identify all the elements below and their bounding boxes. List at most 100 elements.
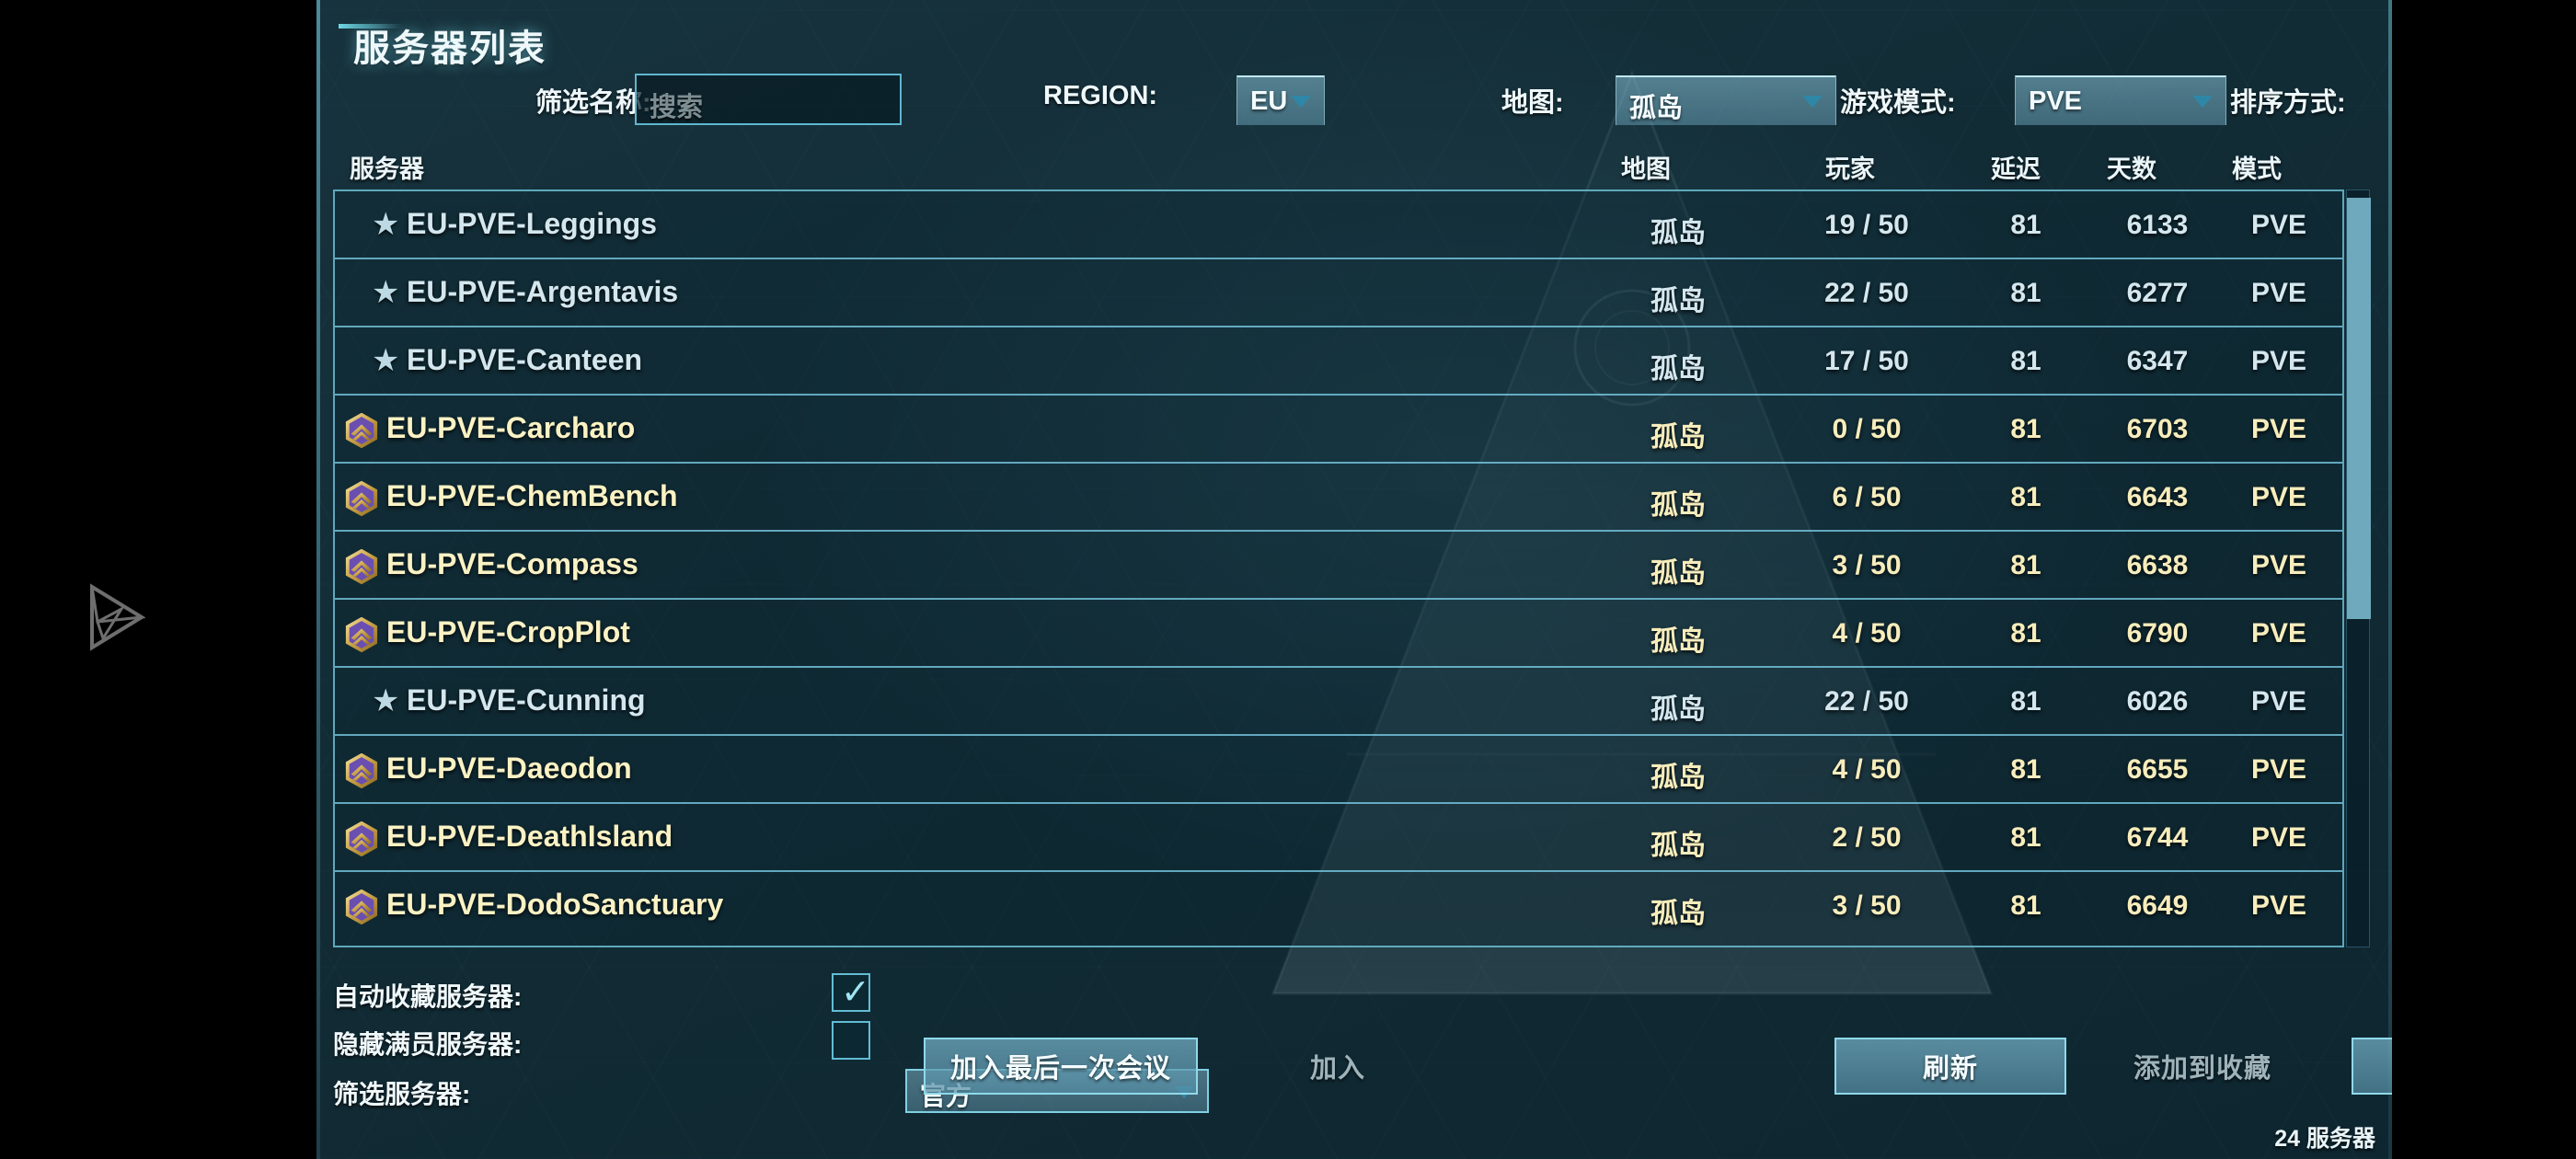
search-placeholder: 搜索: [650, 93, 704, 122]
server-ping: 81: [2010, 278, 2041, 308]
header-mode[interactable]: 模式: [2232, 155, 2282, 183]
header-ping[interactable]: 延迟: [1991, 155, 2041, 183]
map-value: 孤岛: [1629, 94, 1684, 123]
server-days: 6638: [2126, 550, 2189, 580]
server-map: 孤岛: [1650, 899, 1706, 929]
server-mode: PVE: [2250, 550, 2307, 580]
cancel-button[interactable]: 取消: [2352, 1038, 2392, 1095]
refresh-button[interactable]: 刷新: [1834, 1038, 2066, 1095]
server-map: 孤岛: [1650, 490, 1706, 521]
server-count: 24 服务器: [2274, 1126, 2375, 1152]
server-players: 22 / 50: [1824, 278, 1909, 308]
server-map: 孤岛: [1650, 286, 1706, 316]
server-mode: PVE: [2250, 482, 2307, 512]
scrollbar-thumb[interactable]: [2347, 198, 2371, 619]
server-days: 6744: [2126, 822, 2189, 853]
server-map: 孤岛: [1650, 831, 1706, 861]
server-mode: PVE: [2250, 278, 2307, 308]
server-ping: 81: [2010, 414, 2041, 444]
table-row[interactable]: ★ EU-PVE-Leggings 孤岛 19 / 50 81 6133 PVE: [335, 191, 2342, 259]
map-dropdown[interactable]: 孤岛: [1616, 75, 1836, 125]
region-label: REGION:: [1043, 81, 1158, 110]
server-ping: 81: [2010, 618, 2041, 648]
table-row[interactable]: EU-PVE-Carcharo 孤岛 0 / 50 81 6703 PVE: [335, 396, 2342, 464]
auto-favorite-label: 自动收藏服务器:: [333, 982, 523, 1011]
page-title: 服务器列表: [353, 29, 546, 69]
table-header: 服务器 地图 玩家 延迟 天数 模式: [316, 145, 2392, 186]
header-server[interactable]: 服务器: [350, 155, 424, 183]
server-mode: PVE: [2250, 890, 2307, 921]
server-name: EU-PVE-Daeodon: [386, 752, 632, 785]
region-dropdown[interactable]: EU: [1236, 75, 1325, 125]
header-days[interactable]: 天数: [2107, 155, 2156, 183]
header-players[interactable]: 玩家: [1825, 155, 1875, 183]
table-row[interactable]: ★ EU-PVE-Canteen 孤岛 17 / 50 81 6347 PVE: [335, 327, 2342, 396]
mode-value: PVE: [2029, 86, 2083, 116]
server-mode: PVE: [2250, 346, 2307, 376]
add-to-favorites-button[interactable]: 添加到收藏: [2133, 1054, 2271, 1084]
table-row[interactable]: ★ EU-PVE-Argentavis 孤岛 22 / 50 81 6277 PVE: [335, 259, 2342, 327]
table-scrollbar[interactable]: [2346, 189, 2371, 947]
server-players: 3 / 50: [1832, 890, 1902, 921]
table-row[interactable]: EU-PVE-CropPlot 孤岛 4 / 50 81 6790 PVE: [335, 600, 2342, 668]
server-name: EU-PVE-CropPlot: [386, 615, 630, 648]
auto-favorite-checkbox[interactable]: ✓: [832, 973, 870, 1012]
server-players: 6 / 50: [1832, 482, 1902, 512]
server-mode: PVE: [2250, 618, 2307, 648]
server-name: EU-PVE-DeathIsland: [386, 820, 673, 853]
filter-bar: 筛选名称: 搜索 REGION: EU 地图: 孤岛 游戏模式: PVE 排序方…: [316, 68, 2392, 125]
join-button[interactable]: 加入: [1309, 1054, 1365, 1084]
filter-server-label: 筛选服务器:: [333, 1080, 471, 1108]
server-mode: PVE: [2250, 686, 2307, 717]
star-icon[interactable]: ★: [372, 275, 400, 310]
server-ping: 81: [2010, 550, 2041, 580]
server-map: 孤岛: [1650, 694, 1706, 725]
server-players: 17 / 50: [1824, 346, 1909, 376]
region-value: EU: [1250, 86, 1288, 116]
server-days: 6133: [2126, 210, 2189, 240]
table-row[interactable]: EU-PVE-DodoSanctuary 孤岛 3 / 50 81 6649 PVE: [335, 872, 2342, 940]
server-days: 6649: [2126, 890, 2189, 921]
star-icon[interactable]: ★: [372, 207, 400, 242]
badge-icon: [344, 548, 379, 585]
badge-icon: [344, 480, 379, 517]
server-map: 孤岛: [1650, 354, 1706, 384]
server-name: EU-PVE-Carcharo: [386, 411, 636, 444]
table-row[interactable]: EU-PVE-Compass 孤岛 3 / 50 81 6638 PVE: [335, 532, 2342, 600]
server-map: 孤岛: [1650, 218, 1706, 248]
server-days: 6347: [2126, 346, 2189, 376]
panel-right-edge: [2388, 0, 2392, 1159]
server-days: 6703: [2126, 414, 2189, 444]
mode-label: 游戏模式:: [1840, 88, 1956, 118]
badge-icon: [344, 412, 379, 449]
table-row[interactable]: EU-PVE-ChemBench 孤岛 6 / 50 81 6643 PVE: [335, 464, 2342, 532]
server-name: EU-PVE-Leggings: [407, 207, 658, 240]
panel-left-edge: [316, 0, 320, 1159]
header-map[interactable]: 地图: [1621, 155, 1671, 183]
filter-name-label: 筛选名称:: [535, 88, 651, 118]
server-ping: 81: [2010, 686, 2041, 717]
table-row[interactable]: EU-PVE-DeathIsland 孤岛 2 / 50 81 6744 PVE: [335, 804, 2342, 872]
star-icon[interactable]: ★: [372, 343, 400, 378]
title-accent-rule: [339, 24, 403, 29]
table-row[interactable]: EU-PVE-Daeodon 孤岛 4 / 50 81 6655 PVE: [335, 736, 2342, 804]
server-name: EU-PVE-Argentavis: [407, 275, 679, 308]
table-row[interactable]: ★ EU-PVE-Cunning 孤岛 22 / 50 81 6026 PVE: [335, 668, 2342, 736]
server-name: EU-PVE-ChemBench: [386, 479, 678, 512]
search-input[interactable]: 搜索: [635, 74, 902, 125]
server-mode: PVE: [2250, 754, 2307, 785]
server-days: 6277: [2126, 278, 2189, 308]
chevron-down-icon: [2192, 96, 2213, 108]
chevron-down-icon: [1802, 96, 1823, 108]
server-mode: PVE: [2250, 210, 2307, 240]
mode-dropdown[interactable]: PVE: [2015, 75, 2226, 125]
star-icon[interactable]: ★: [372, 683, 400, 718]
server-name: EU-PVE-DodoSanctuary: [386, 888, 724, 921]
server-list-dialog: 服务器列表 筛选名称: 搜索 REGION: EU 地图: 孤岛 游戏模式: P…: [316, 0, 2392, 1159]
badge-icon: [344, 820, 379, 857]
server-players: 0 / 50: [1832, 414, 1902, 444]
join-last-session-button[interactable]: 加入最后一次会议: [924, 1038, 1198, 1095]
hide-full-checkbox[interactable]: [832, 1021, 870, 1060]
server-map: 孤岛: [1650, 763, 1706, 793]
server-days: 6026: [2126, 686, 2189, 717]
